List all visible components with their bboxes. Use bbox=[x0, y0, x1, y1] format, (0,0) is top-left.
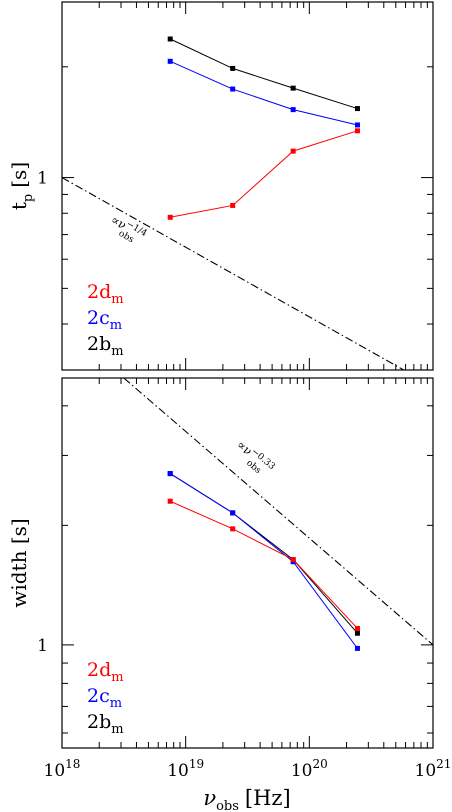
x-tick-label: 1018 bbox=[44, 757, 81, 781]
data-point bbox=[167, 214, 173, 220]
reference-line-label: ∝ν−0.33obs bbox=[230, 437, 277, 482]
data-point bbox=[290, 148, 296, 154]
x-tick-label: 1021 bbox=[415, 757, 452, 781]
data-point bbox=[354, 645, 360, 651]
data-point bbox=[354, 128, 360, 134]
y-tick-label: 1 bbox=[37, 169, 48, 189]
data-point bbox=[167, 471, 173, 477]
data-point bbox=[230, 202, 236, 208]
data-point bbox=[230, 86, 236, 92]
series-line-2cm bbox=[169, 473, 358, 649]
data-point bbox=[167, 498, 173, 504]
y-axis-label: width [s] bbox=[7, 518, 31, 607]
x-axis-label: νobs [Hz] bbox=[203, 786, 290, 812]
reference-line bbox=[123, 377, 434, 646]
reference-line-label: ∝ν−1/4obs bbox=[105, 212, 149, 250]
legend-entry: 2bm bbox=[87, 711, 124, 737]
data-point bbox=[354, 122, 360, 128]
data-point bbox=[354, 106, 360, 112]
series-line-2cm bbox=[170, 60, 358, 126]
data-point bbox=[167, 58, 173, 64]
plot-frame bbox=[61, 1, 434, 371]
reference-line bbox=[61, 177, 405, 371]
data-point bbox=[230, 526, 236, 532]
y-tick-label: 1 bbox=[37, 636, 48, 656]
series-line-2bm bbox=[169, 473, 358, 634]
series-line-2dm bbox=[170, 130, 358, 218]
x-tick-label: 1020 bbox=[291, 757, 328, 781]
data-point bbox=[290, 107, 296, 113]
legend-entry: 2dm bbox=[87, 281, 124, 307]
legend-entry: 2cm bbox=[87, 307, 122, 333]
data-point bbox=[230, 510, 236, 516]
data-point bbox=[354, 630, 360, 636]
data-point bbox=[167, 36, 173, 42]
plot-frame bbox=[61, 377, 434, 749]
series-line-2dm bbox=[170, 500, 358, 629]
legend-entry: 2dm bbox=[87, 659, 124, 685]
legend-entry: 2bm bbox=[87, 333, 124, 359]
legend-entry: 2cm bbox=[87, 685, 122, 711]
series-line-2bm bbox=[170, 38, 358, 110]
data-point bbox=[354, 625, 360, 631]
data-point bbox=[290, 557, 296, 563]
y-axis-label: tp[s] bbox=[7, 162, 36, 210]
data-point bbox=[230, 65, 236, 71]
data-point bbox=[290, 85, 296, 91]
x-tick-label: 1019 bbox=[167, 757, 204, 781]
